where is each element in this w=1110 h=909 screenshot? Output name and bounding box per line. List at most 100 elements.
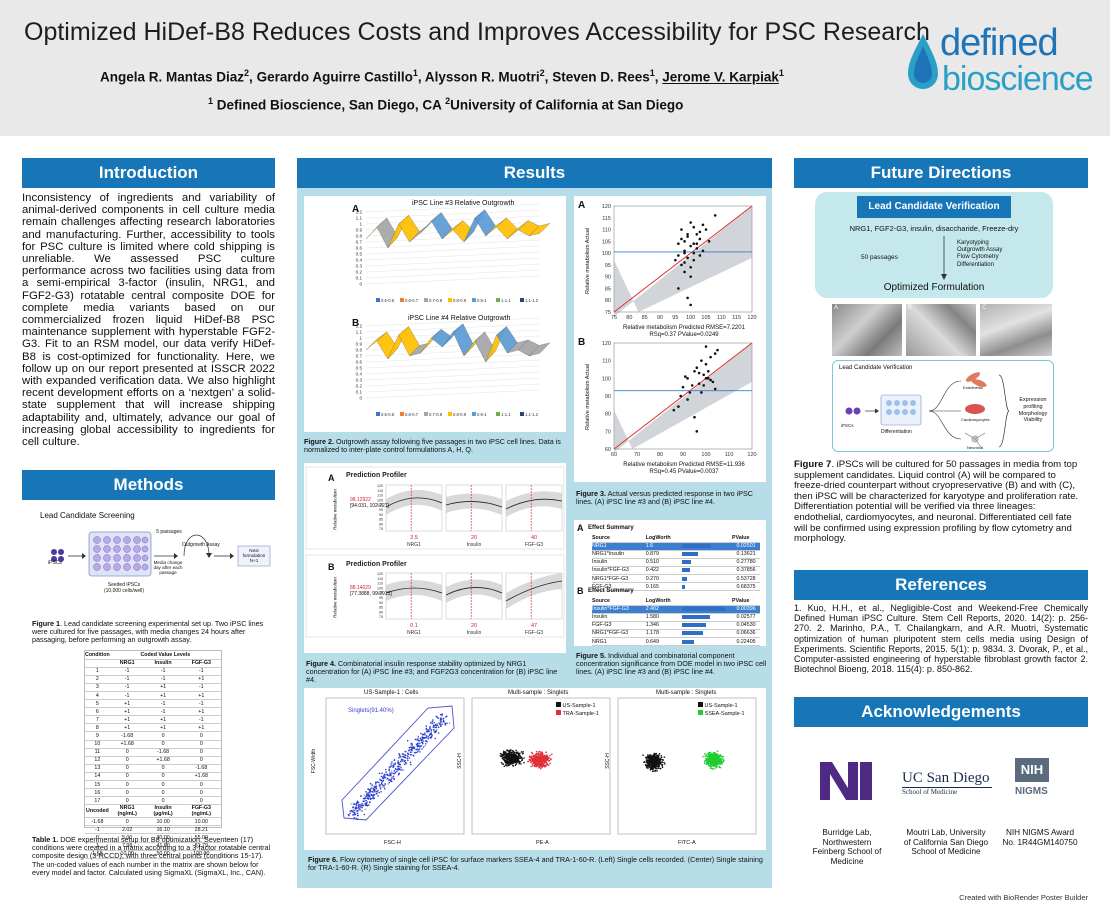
event-dot: [650, 764, 652, 767]
event-dot: [383, 784, 385, 787]
ack-burridge: Burridge Lab, Northwestern Feinberg Scho…: [812, 828, 882, 866]
event-dot: [398, 768, 401, 771]
event-dot: [530, 751, 533, 754]
table-row: NRG1*FGF-G3 1.178 0.06636: [592, 629, 760, 638]
event-dot: [434, 730, 436, 733]
profile-curve: [505, 498, 563, 510]
data-point: [698, 254, 702, 257]
event-dot: [397, 762, 400, 764]
event-dot: [416, 748, 419, 751]
event-dot: [652, 762, 654, 764]
gridline: [365, 263, 541, 273]
gridline: [365, 377, 541, 387]
legend-swatch: [520, 298, 524, 302]
results-heading: Results: [297, 158, 772, 188]
introduction-heading: Introduction: [22, 158, 275, 188]
event-dot: [514, 753, 517, 756]
event-dot: [431, 720, 434, 723]
event-dot: [439, 719, 442, 722]
gridline: [365, 275, 541, 285]
gridline: [365, 209, 541, 219]
event-dot: [540, 765, 542, 768]
event-dot: [352, 814, 354, 816]
event-dot: [549, 762, 551, 765]
event-dot: [716, 756, 718, 758]
logworth-bar: [682, 560, 692, 565]
event-dot: [539, 755, 541, 758]
legend-swatch: [376, 412, 380, 416]
event-dot: [511, 752, 513, 754]
event-dot: [415, 748, 417, 751]
event-dot: [522, 751, 524, 753]
x-tick-label: 70: [634, 452, 640, 458]
effect-table-b: Source LogWorth PValue Insulin*FGF-G3 2.402 0…: [592, 597, 760, 646]
event-dot: [651, 758, 653, 760]
event-dot: [417, 750, 419, 752]
gridline: [365, 389, 541, 399]
data-point: [695, 247, 699, 250]
y-tick-label: 1.2: [356, 210, 363, 215]
event-dot: [382, 779, 385, 782]
event-dot: [712, 762, 715, 765]
event-dot: [508, 750, 510, 753]
table-row: Insulin*FGF-G3 0.422 0.37856: [592, 566, 760, 575]
event-dot: [368, 795, 371, 798]
data-point: [679, 394, 682, 398]
table-row: 2 -1 -1 +1: [85, 675, 221, 684]
data-point: [713, 352, 717, 355]
factor-label: Insulin: [467, 630, 482, 636]
event-dot: [514, 758, 516, 761]
event-dot: [368, 792, 370, 794]
fig3-caption: Figure 3. Actual versus predicted respon…: [576, 489, 753, 507]
event-dot: [513, 755, 515, 757]
event-dot: [429, 736, 431, 739]
references-heading: References: [794, 570, 1088, 600]
event-dot: [422, 746, 425, 748]
gridline: [365, 323, 541, 333]
table-row: Insulin 1.580 0.02577: [592, 613, 760, 622]
data-point: [713, 387, 717, 391]
event-dot: [533, 758, 536, 760]
event-dot: [711, 768, 714, 770]
event-dot: [429, 725, 432, 728]
event-dot: [382, 784, 384, 786]
event-dot: [655, 762, 657, 765]
legend-label: 0.9-1: [477, 298, 487, 303]
event-dot: [659, 759, 661, 762]
data-point: [683, 249, 686, 253]
affiliations: 1 Defined Bioscience, San Diego, CA 2Uni…: [208, 96, 684, 113]
event-dot: [510, 758, 513, 760]
legend-label: 0.7-0.8: [429, 298, 443, 303]
fig6-chart: [325, 697, 757, 835]
gridline: [365, 245, 541, 255]
x-tick-label: 90: [657, 315, 663, 321]
event-dot: [374, 783, 377, 785]
event-dot: [507, 764, 509, 767]
data-point: [692, 242, 696, 245]
event-dot: [549, 754, 551, 757]
event-dot: [366, 793, 368, 796]
event-dot: [648, 764, 651, 766]
gridline: [365, 371, 541, 381]
poster-title: Optimized HiDef-B8 Reduces Costs and Imp…: [24, 18, 930, 46]
event-dot: [660, 756, 663, 759]
surface-facet-a: [398, 214, 420, 243]
event-dot: [719, 762, 722, 764]
y-tick-label: 1.1: [356, 216, 363, 221]
data-point: [683, 251, 686, 255]
fig3-panel: 75 80 85 90 95 100 105 110 115 120 75 80 85 90 95 100 10…: [574, 196, 766, 482]
event-dot: [509, 749, 511, 751]
x-tick-label: 115: [732, 315, 741, 321]
data-point: [683, 261, 686, 264]
legend-label: 0.6-0.7: [405, 412, 419, 417]
event-dot: [530, 761, 532, 763]
y-tick-label: 0.8: [356, 234, 363, 239]
event-dot: [653, 752, 656, 755]
event-dot: [371, 791, 373, 793]
event-dot: [543, 765, 546, 768]
gridline: [365, 239, 541, 249]
event-dot: [653, 766, 655, 769]
y-tick-label: 75: [379, 615, 383, 619]
event-dot: [722, 755, 724, 758]
fig5-panel: A Effect Summary Source LogWorth PValue NRG…: [574, 520, 766, 646]
